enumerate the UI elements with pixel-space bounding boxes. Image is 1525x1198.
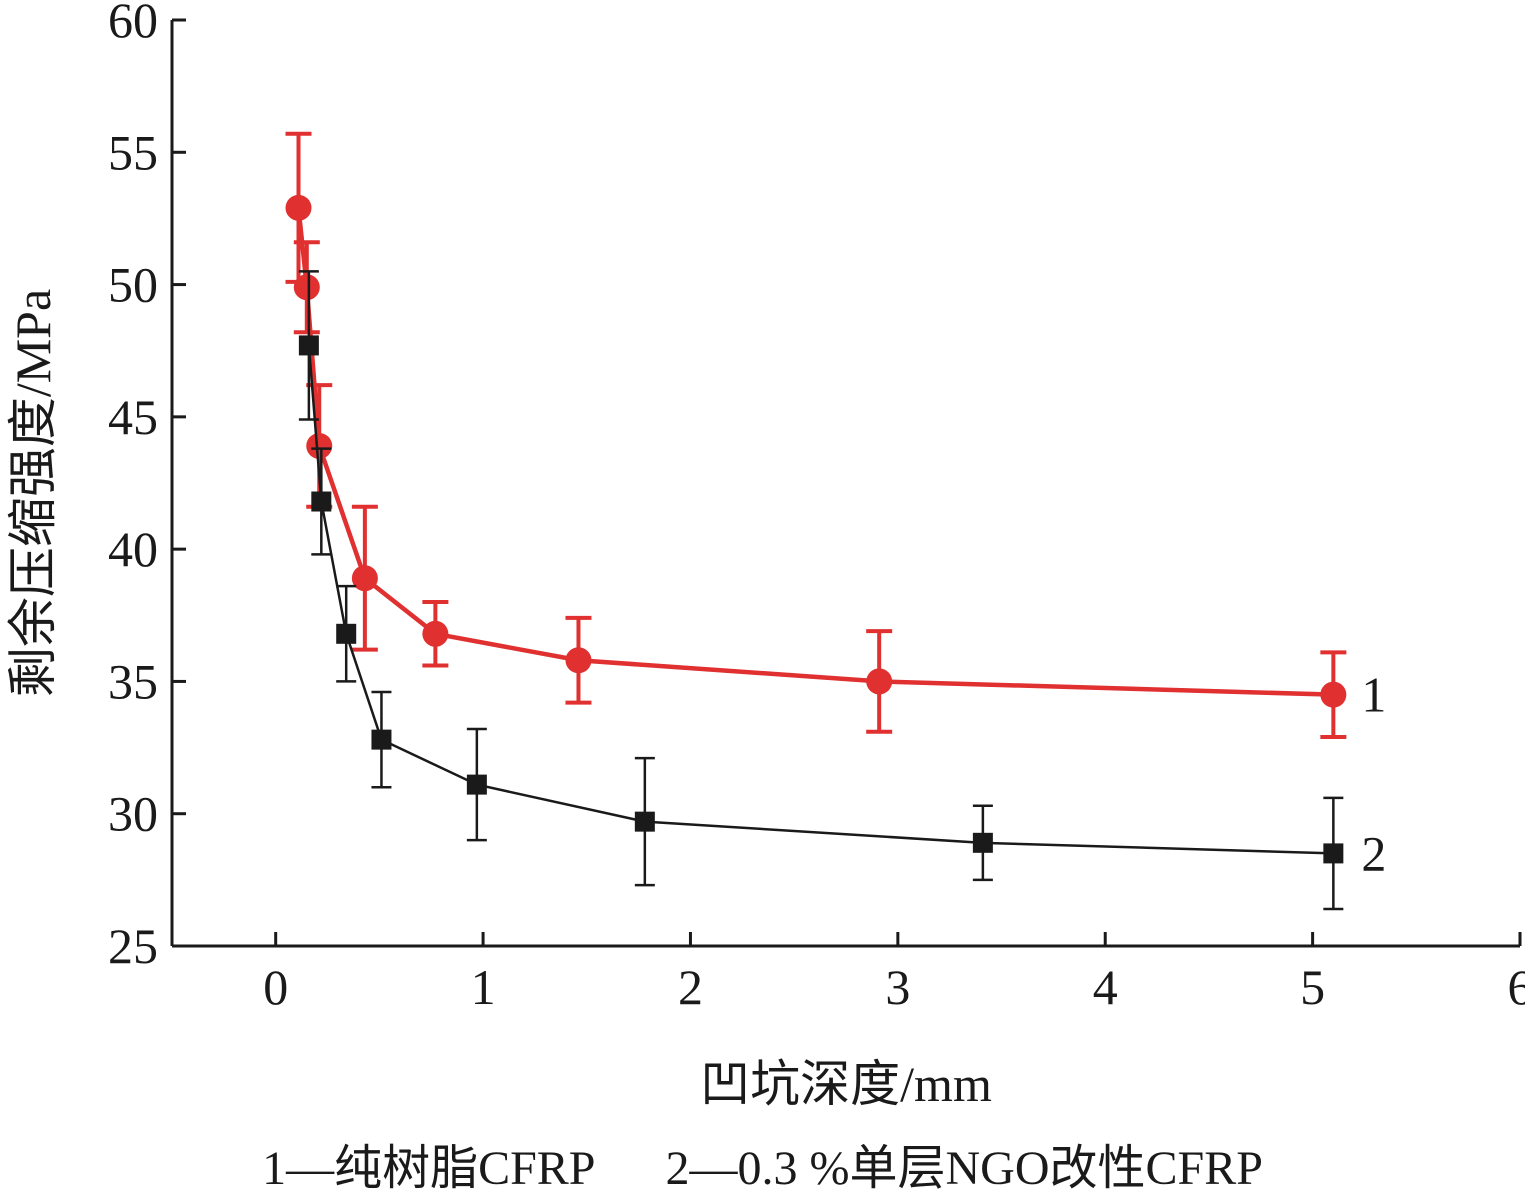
x-tick-label: 6	[1508, 959, 1525, 1015]
y-tick-label: 55	[108, 124, 158, 180]
series-layer: 12	[286, 134, 1387, 909]
y-tick-label: 40	[108, 521, 158, 577]
series-label: 2	[1361, 825, 1386, 881]
x-tick-label: 3	[885, 959, 910, 1015]
data-point	[1320, 682, 1346, 708]
data-point	[422, 621, 448, 647]
data-point	[635, 812, 655, 832]
y-tick-label: 50	[108, 257, 158, 313]
y-tick-label: 35	[108, 653, 158, 709]
data-point	[866, 668, 892, 694]
data-point	[371, 730, 391, 750]
data-point	[336, 624, 356, 644]
series-2: 2	[299, 271, 1386, 909]
data-point	[306, 433, 332, 459]
legend-entry-1: 1—纯树脂CFRP	[262, 1142, 595, 1195]
x-tick-label: 5	[1300, 959, 1325, 1015]
series-label: 1	[1361, 667, 1386, 723]
data-point	[565, 647, 591, 673]
data-point	[973, 833, 993, 853]
data-point	[467, 775, 487, 795]
series-line	[299, 208, 1334, 695]
data-point	[294, 274, 320, 300]
series-line	[309, 345, 1333, 853]
data-point	[299, 335, 319, 355]
x-tick-label: 4	[1093, 959, 1118, 1015]
y-tick-label: 30	[108, 786, 158, 842]
x-tick-label: 0	[263, 959, 288, 1015]
x-tick-label: 2	[678, 959, 703, 1015]
y-tick-label: 45	[108, 389, 158, 445]
y-tick-label: 60	[108, 0, 158, 48]
y-tick-label: 25	[108, 918, 158, 974]
y-axis-title: 剩余压缩强度/MPa	[5, 289, 61, 697]
data-point	[286, 195, 312, 221]
x-axis-title: 凹坑深度/mm	[700, 1056, 992, 1112]
legend-caption: 1—纯树脂CFRP 2—0.3 %单层NGO改性CFRP	[0, 1128, 1525, 1198]
data-point	[1323, 843, 1343, 863]
data-point	[311, 492, 331, 512]
series-1: 1	[286, 134, 1387, 737]
x-tick-label: 1	[471, 959, 496, 1015]
legend-entry-2: 2—0.3 %单层NGO改性CFRP	[666, 1142, 1263, 1195]
